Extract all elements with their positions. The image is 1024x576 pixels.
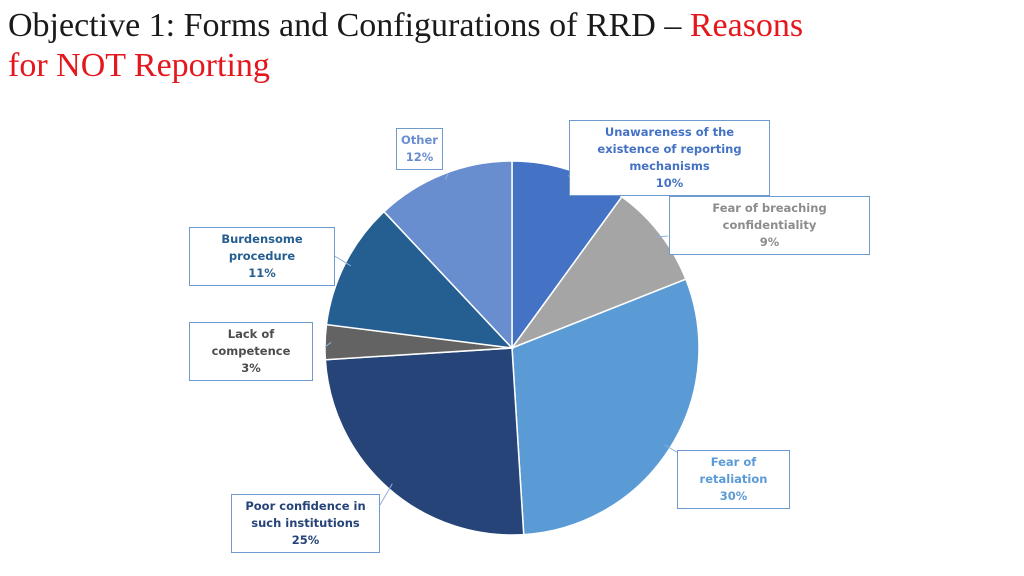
data-label-value: 12% bbox=[405, 150, 434, 164]
data-label-value: 3% bbox=[241, 361, 261, 375]
leader-line bbox=[379, 483, 393, 506]
data-label-category: Unawareness of the existence of reportin… bbox=[597, 125, 742, 173]
data-label-category: Lack of competence bbox=[211, 327, 291, 358]
data-label-category: Other bbox=[401, 133, 438, 147]
data-label-category: Burdensome procedure bbox=[221, 232, 303, 263]
pie-slice bbox=[509, 195, 687, 350]
pie-slice bbox=[382, 160, 513, 350]
title-accent-text-2: for NOT Reporting bbox=[8, 47, 270, 84]
title-accent-text: Reasons bbox=[689, 7, 804, 44]
data-label: Lack of competence 3% bbox=[189, 322, 313, 381]
data-label-value: 30% bbox=[719, 489, 748, 503]
data-label-value: 10% bbox=[655, 176, 684, 190]
data-label: Fear of breaching confidentiality 9% bbox=[669, 196, 870, 255]
data-label-value: 9% bbox=[759, 235, 780, 249]
leader-line bbox=[444, 173, 449, 180]
data-label-category: Poor confidence in such institutions bbox=[245, 499, 366, 530]
leader-line bbox=[332, 254, 351, 267]
leader-line bbox=[324, 341, 332, 348]
data-label-value: 25% bbox=[291, 533, 320, 547]
pie-slice bbox=[324, 347, 525, 536]
data-label-category: Fear of retaliation bbox=[699, 455, 768, 486]
data-label-value: 11% bbox=[248, 266, 276, 280]
data-label: Other 12% bbox=[396, 128, 443, 170]
data-label: Unawareness of the existence of reportin… bbox=[569, 120, 770, 196]
data-label: Burdensome procedure 11% bbox=[189, 227, 335, 286]
data-label-category: Fear of breaching confidentiality bbox=[712, 201, 827, 232]
title-main-text: Objective 1: Forms and Configurations of… bbox=[8, 7, 690, 44]
slide-title: Objective 1: Forms and Configurations of… bbox=[8, 6, 1008, 86]
data-label: Poor confidence in such institutions 25% bbox=[231, 494, 380, 553]
leader-line bbox=[654, 235, 669, 238]
data-label: Fear of retaliation 30% bbox=[677, 450, 790, 509]
